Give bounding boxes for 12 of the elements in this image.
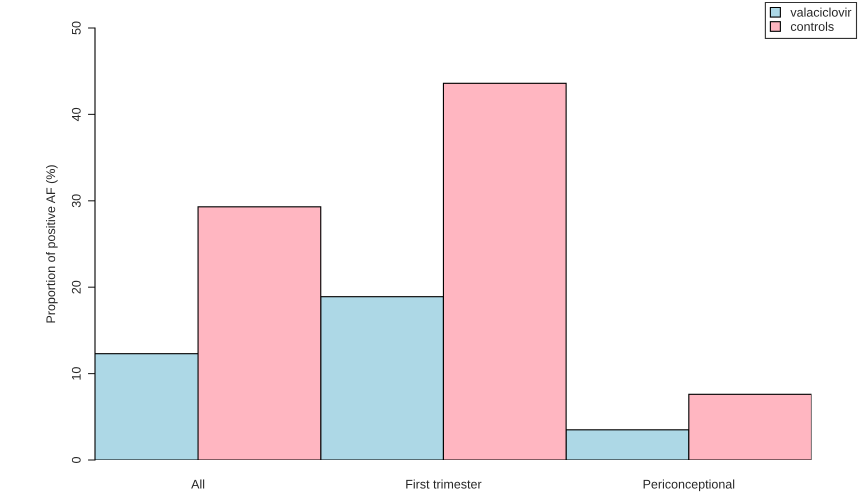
y-tick-label: 0 [72,457,81,463]
x-tick-label: Periconceptional [644,479,734,492]
y-tick-label: 30 [72,194,81,208]
x-tick-label: First trimester [406,479,482,489]
legend-label: valaciclovir [790,8,852,17]
y-tick-label: 10 [72,367,81,380]
legend-label: controls [790,22,834,31]
x-tick-label: All [191,479,204,489]
y-tick-label: 50 [72,22,81,34]
y-axis-title: Proportion of positive AF (%) [46,165,58,323]
y-tick-label: 20 [72,280,81,294]
y-tick-label: 40 [72,108,81,122]
